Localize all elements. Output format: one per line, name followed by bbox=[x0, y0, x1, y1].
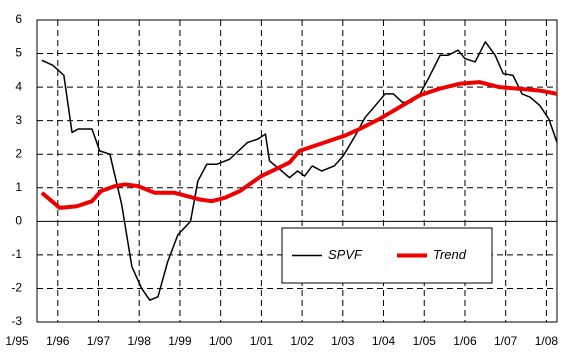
legend-label: SPVF bbox=[328, 247, 363, 262]
x-tick-label: 1/95 bbox=[5, 334, 29, 348]
x-tick-label: 1/96 bbox=[46, 334, 70, 348]
legend-label: Trend bbox=[433, 247, 467, 262]
legend: SPVF Trend bbox=[281, 227, 493, 284]
x-tick-label: 1/07 bbox=[494, 334, 518, 348]
y-tick-label: 0 bbox=[15, 214, 22, 228]
plot-frame bbox=[36, 19, 558, 323]
x-tick-label: 1/04 bbox=[372, 334, 396, 348]
x-tick-label: 1/99 bbox=[168, 334, 192, 348]
y-tick-label: -1 bbox=[11, 247, 22, 261]
y-tick-label: -2 bbox=[11, 281, 22, 295]
x-tick-label: 1/03 bbox=[331, 334, 355, 348]
y-tick-label: 6 bbox=[15, 12, 22, 26]
y-tick-label: -3 bbox=[11, 314, 22, 328]
x-tick-label: 1/98 bbox=[128, 334, 152, 348]
y-tick-label: 3 bbox=[15, 113, 22, 127]
y-tick-label: 1 bbox=[15, 180, 22, 194]
x-tick-label: 1/97 bbox=[87, 334, 111, 348]
x-tick-label: 1/00 bbox=[209, 334, 233, 348]
y-tick-label: 5 bbox=[15, 46, 22, 60]
y-tick-label: 2 bbox=[15, 146, 22, 160]
line-series bbox=[40, 80, 558, 210]
x-tick-label: 1/01 bbox=[250, 334, 274, 348]
x-tick-label: 1/05 bbox=[413, 334, 437, 348]
x-tick-label: 1/08 bbox=[535, 334, 559, 348]
y-tick-label: 4 bbox=[15, 79, 22, 93]
x-tick-label: 1/02 bbox=[290, 334, 314, 348]
x-tick-label: 1/06 bbox=[453, 334, 477, 348]
line-series bbox=[41, 41, 558, 301]
